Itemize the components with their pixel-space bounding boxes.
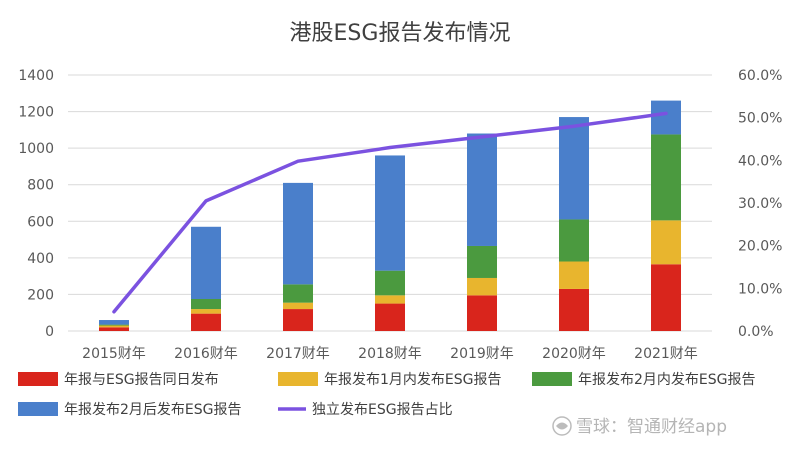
watermark-text: 雪球：智通财经app xyxy=(576,417,727,437)
legend-label: 年报发布1月内发布ESG报告 xyxy=(324,372,502,388)
chart-title: 港股ESG报告发布情况 xyxy=(290,21,511,46)
bar-segment xyxy=(283,284,313,303)
legend-label: 年报发布2月后发布ESG报告 xyxy=(64,402,242,418)
legend: 年报与ESG报告同日发布 年报发布1月内发布ESG报告 年报发布2月内发布ESG报告… xyxy=(18,372,756,418)
legend-label: 年报发布2月内发布ESG报告 xyxy=(578,372,756,388)
bar-segment xyxy=(283,182,313,285)
bar-segment xyxy=(559,261,589,289)
legend-swatch xyxy=(278,372,318,386)
bar-segment xyxy=(283,309,313,331)
legend-label: 独立发布ESG报告占比 xyxy=(312,402,453,418)
legend-swatch xyxy=(18,372,58,386)
left-tick-label: 800 xyxy=(27,178,54,194)
left-axis-ticks: 0 200 400 600 800 1000 1200 1400 xyxy=(18,68,54,340)
bar-segment xyxy=(283,302,313,310)
watermark: 雪球：智通财经app xyxy=(552,416,727,437)
right-tick-label: 20.0% xyxy=(738,239,782,255)
bar-segment xyxy=(375,303,405,331)
bar-segment xyxy=(191,309,221,314)
right-tick-label: 60.0% xyxy=(738,68,782,84)
bar-segment xyxy=(191,313,221,331)
bar-segment xyxy=(375,295,405,304)
stacked-bars xyxy=(99,100,681,331)
legend-label: 年报与ESG报告同日发布 xyxy=(64,372,219,388)
left-tick-label: 400 xyxy=(27,251,54,267)
bar-segment xyxy=(99,325,129,328)
left-tick-label: 1000 xyxy=(18,141,54,157)
right-tick-label: 50.0% xyxy=(738,111,782,127)
bar-segment xyxy=(375,270,405,296)
bar-segment xyxy=(99,327,129,331)
bar-segment xyxy=(559,288,589,331)
legend-swatch xyxy=(532,372,572,386)
left-tick-label: 1400 xyxy=(18,68,54,84)
bar-segment xyxy=(651,264,681,331)
ratio-line-path xyxy=(112,111,668,314)
category-label: 2019财年 xyxy=(450,346,514,362)
bar-segment xyxy=(375,155,405,271)
bar-segment xyxy=(651,100,681,135)
category-label: 2020财年 xyxy=(542,346,606,362)
category-label: 2016财年 xyxy=(174,346,238,362)
snowball-logo-icon xyxy=(552,416,572,436)
category-label: 2021财年 xyxy=(634,346,698,362)
bar-segment xyxy=(467,133,497,246)
left-tick-label: 0 xyxy=(45,324,54,340)
category-label: 2018财年 xyxy=(358,346,422,362)
bar-segment xyxy=(99,324,129,326)
bar-segment xyxy=(467,295,497,331)
right-tick-label: 0.0% xyxy=(738,324,774,340)
bar-segment xyxy=(191,299,221,310)
category-label: 2017财年 xyxy=(266,346,330,362)
right-axis-ticks: 0.0% 10.0% 20.0% 30.0% 40.0% 50.0% 60.0% xyxy=(738,68,782,340)
legend-swatch xyxy=(18,402,58,416)
category-label: 2015财年 xyxy=(82,346,146,362)
right-tick-label: 40.0% xyxy=(738,153,782,169)
ratio-line xyxy=(112,111,668,314)
left-tick-label: 600 xyxy=(27,214,54,230)
bar-segment xyxy=(467,245,497,278)
bar-segment xyxy=(559,117,589,220)
bar-segment xyxy=(651,134,681,221)
bar-segment xyxy=(99,320,129,325)
bar-segment xyxy=(467,277,497,296)
bar-segment xyxy=(651,220,681,265)
left-tick-label: 200 xyxy=(27,287,54,303)
right-tick-label: 10.0% xyxy=(738,281,782,297)
bar-segment xyxy=(559,219,589,262)
category-labels: 2015财年 2016财年 2017财年 2018财年 2019财年 2020财年 2021… xyxy=(82,346,698,362)
left-tick-label: 1200 xyxy=(18,105,54,121)
right-tick-label: 30.0% xyxy=(738,196,782,212)
bar-segment xyxy=(191,226,221,299)
